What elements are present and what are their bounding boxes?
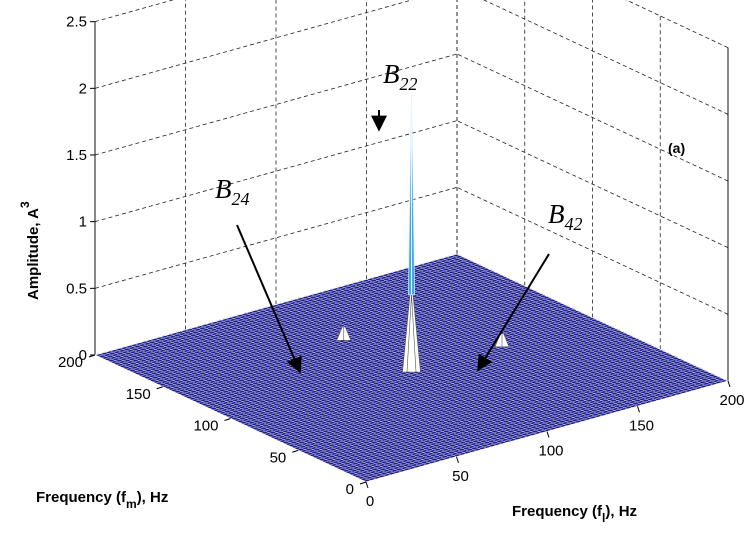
peak-label-b22: B22 xyxy=(383,59,418,94)
z-tick-label: 1 xyxy=(79,214,87,231)
peak-b24 xyxy=(336,326,352,341)
back-wall-grid xyxy=(94,0,729,382)
x-axis-ticks: 0 50 100 150 200 xyxy=(58,354,367,498)
z-tick-label: 2 xyxy=(79,80,87,97)
peak-annotation-b24: B24 xyxy=(215,174,302,374)
peak-arrow-b42 xyxy=(477,253,550,372)
x-tick-label: 150 xyxy=(126,386,151,403)
y-tick-label: 100 xyxy=(538,443,563,460)
y-tick-label: 50 xyxy=(452,468,469,485)
peak-label-b42: B42 xyxy=(548,199,583,234)
surface-peaks xyxy=(336,94,510,373)
x-tick-label: 100 xyxy=(193,418,218,435)
peak-annotation-b22: B22 xyxy=(371,59,418,132)
z-axis-label: Amplitude, A3 xyxy=(18,201,42,300)
peak-label-b24: B24 xyxy=(215,174,250,209)
y-axis-ticks: 0 50 100 150 200 xyxy=(365,380,745,510)
x-tick-label: 50 xyxy=(270,449,287,466)
z-tick-label: 0 xyxy=(79,347,87,364)
z-tick-label: 2.5 xyxy=(66,14,87,31)
peak-arrow-b24 xyxy=(236,224,302,374)
x-tick-label: 0 xyxy=(346,481,354,498)
z-axis-ticks: 0 0.5 1 1.5 2 2.5 xyxy=(66,14,95,364)
z-tick-label: 1.5 xyxy=(66,147,87,164)
y-tick-label: 0 xyxy=(366,493,374,510)
x-axis-label: Frequency (fm), Hz xyxy=(36,489,168,511)
panel-label: (a) xyxy=(668,140,685,156)
y-axis-label: Frequency (fl), Hz xyxy=(512,503,637,525)
y-tick-label: 200 xyxy=(719,392,744,409)
z-tick-label: 0.5 xyxy=(66,280,87,297)
peak-b22 xyxy=(402,94,421,373)
peak-annotation-b42: B42 xyxy=(477,199,583,372)
y-tick-label: 150 xyxy=(629,417,654,434)
x-tick-label: 200 xyxy=(58,354,83,371)
